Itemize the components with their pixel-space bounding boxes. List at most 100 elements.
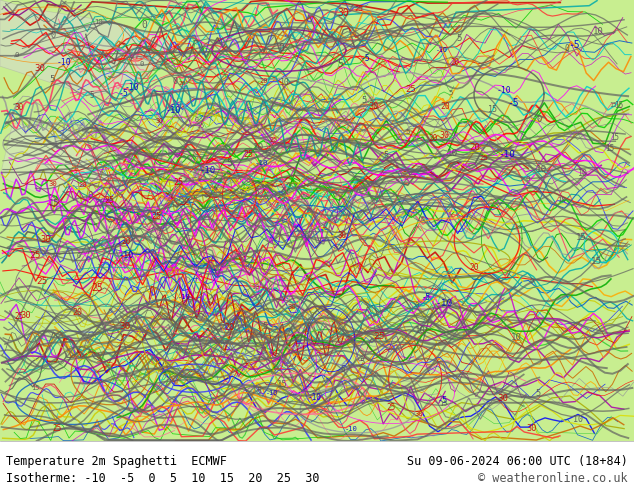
Text: 5: 5 [449,90,453,97]
Text: 5: 5 [456,34,462,43]
Text: 15: 15 [31,385,39,391]
Text: -5: -5 [438,395,448,405]
Text: -10: -10 [266,390,278,396]
Text: -10: -10 [125,83,139,93]
Text: 10: 10 [415,326,425,335]
Text: -5: -5 [422,293,431,302]
Text: 10: 10 [557,197,566,203]
Text: 15: 15 [488,105,498,114]
Text: 0: 0 [141,20,147,29]
Text: -5: -5 [569,40,580,50]
Text: 30: 30 [155,118,163,124]
Text: 30: 30 [439,130,450,140]
Text: 25: 25 [151,212,161,221]
Text: -10: -10 [119,251,134,260]
Text: 25: 25 [53,424,62,433]
Text: 25: 25 [104,196,114,204]
Text: 30: 30 [287,304,296,310]
Text: 20: 20 [260,78,268,84]
Text: 5: 5 [383,151,388,160]
Text: 0: 0 [415,301,420,308]
Text: -10: -10 [436,299,453,308]
Text: 10: 10 [578,169,588,178]
Text: 5: 5 [406,129,410,135]
Text: 5: 5 [495,119,500,125]
Text: 0: 0 [208,257,212,263]
Text: 20: 20 [428,134,437,144]
Text: 0: 0 [278,43,284,52]
Text: 5: 5 [49,74,55,83]
Text: 30: 30 [498,394,508,403]
Text: -5: -5 [119,89,129,98]
Text: -10: -10 [255,160,268,166]
Text: 30: 30 [15,103,23,112]
Text: 10: 10 [252,284,260,290]
Text: 25: 25 [37,277,48,286]
Text: 20: 20 [224,323,235,332]
Text: -10: -10 [178,294,191,299]
Text: 15: 15 [610,133,619,143]
Text: 15: 15 [605,144,615,152]
Text: 0: 0 [565,45,570,53]
Text: 15: 15 [276,380,287,389]
Text: -10: -10 [165,106,181,115]
Text: 0: 0 [139,61,143,68]
Text: 30: 30 [49,181,57,187]
Text: 5: 5 [340,365,345,373]
Text: 30: 30 [337,231,346,240]
Text: -10: -10 [436,47,448,53]
Text: 5: 5 [226,158,232,169]
Text: 30: 30 [338,8,349,18]
Text: -5: -5 [360,54,370,63]
Text: 10: 10 [263,148,271,154]
Text: 15: 15 [439,401,447,407]
Text: 5: 5 [421,216,425,222]
Text: -10: -10 [498,150,515,159]
Text: 20: 20 [451,58,460,67]
Text: 10: 10 [593,27,604,36]
Text: 5: 5 [254,188,259,197]
Text: 0: 0 [202,246,205,252]
Text: 15: 15 [609,101,617,108]
Text: 5: 5 [256,388,261,396]
Text: 25: 25 [354,6,363,12]
Text: -10: -10 [56,58,71,67]
Text: 30: 30 [120,322,131,331]
Text: 25: 25 [405,85,416,94]
Text: 0: 0 [15,52,19,58]
Text: 0: 0 [530,278,534,284]
Text: 25: 25 [269,137,278,143]
Text: -10: -10 [200,166,216,175]
Text: 10: 10 [94,19,102,25]
Polygon shape [0,123,114,198]
Text: 25: 25 [373,332,385,341]
Text: 30: 30 [527,423,538,433]
Text: © weatheronline.co.uk: © weatheronline.co.uk [478,472,628,485]
Text: 15: 15 [591,257,602,266]
Text: Temperature 2m Spaghetti  ECMWF: Temperature 2m Spaghetti ECMWF [6,455,227,468]
Text: 0: 0 [526,176,531,182]
Text: 25: 25 [174,178,183,187]
Text: 10: 10 [536,165,547,173]
Text: 5: 5 [536,389,541,398]
Text: 15: 15 [576,233,586,243]
Text: 0: 0 [172,77,178,86]
Text: 10: 10 [447,149,458,158]
Text: -10: -10 [344,426,357,432]
Text: 20: 20 [73,308,83,317]
Text: 15: 15 [614,101,623,110]
Text: 30: 30 [34,64,45,74]
Text: 0: 0 [195,117,199,123]
Text: 5: 5 [262,322,268,331]
Text: 25: 25 [29,251,41,260]
Text: 25: 25 [386,403,396,412]
Text: 25: 25 [91,283,103,293]
Text: 10: 10 [573,415,583,424]
Text: 25: 25 [243,150,253,159]
Text: 30: 30 [414,411,423,416]
Text: 0: 0 [50,31,55,40]
Text: 10: 10 [511,333,522,343]
Text: -10: -10 [496,86,511,95]
Text: 0: 0 [76,253,81,259]
Text: 5: 5 [337,59,343,69]
